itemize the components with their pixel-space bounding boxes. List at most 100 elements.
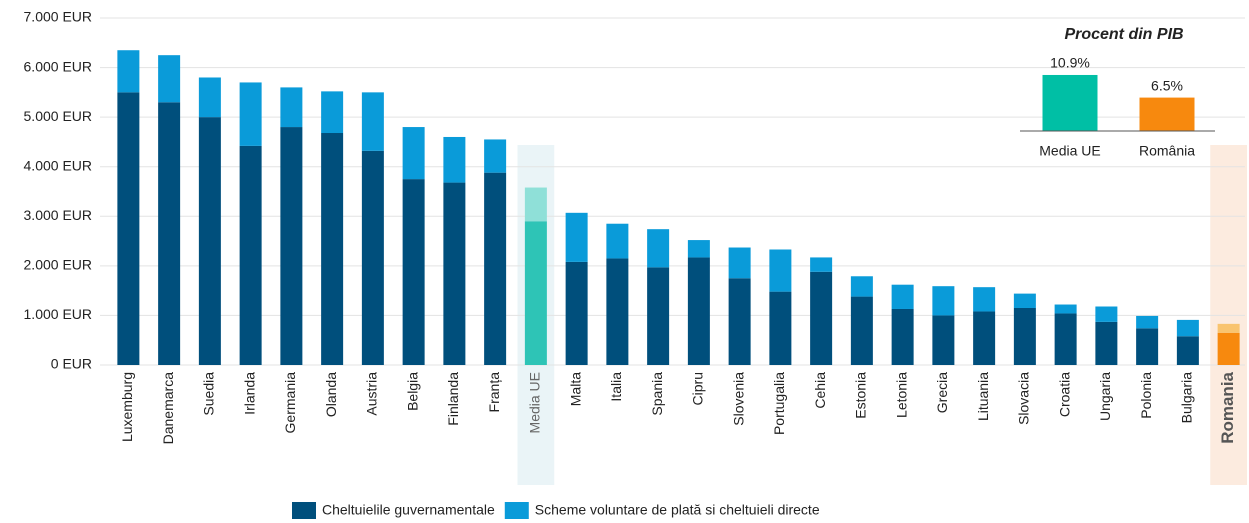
bar-segment [117, 50, 140, 93]
bar-segment [1095, 321, 1118, 365]
x-tick-label: Polonia [1138, 372, 1154, 419]
bar-segment [810, 257, 833, 272]
bar-segment [443, 182, 466, 365]
inset-bar [1042, 74, 1098, 131]
x-tick-label: Ungaria [1097, 372, 1113, 421]
y-tick-label: 1.000 EUR [24, 306, 92, 322]
bar-segment [850, 296, 873, 365]
bar-segment [402, 179, 425, 365]
bar-segment [891, 284, 914, 309]
x-tick-label: Croatia [1056, 372, 1072, 417]
bar-segment [158, 102, 181, 366]
x-tick-label: Romania [1218, 371, 1237, 443]
x-tick-label: Grecia [934, 372, 950, 413]
bar-segment [973, 287, 996, 312]
x-tick-label: Cipru [690, 372, 706, 405]
inset-category-label: Media UE [1039, 143, 1100, 159]
legend-label: Cheltuielile guvernamentale [322, 502, 495, 518]
x-tick-label: Danemarca [160, 372, 176, 445]
bar-segment [1217, 332, 1240, 365]
bar-segment [1136, 315, 1159, 329]
x-tick-label: Malta [567, 372, 583, 406]
bar-segment [932, 286, 955, 316]
x-tick-label: Finlanda [445, 372, 461, 426]
x-tick-label: Germania [282, 372, 298, 434]
legend-label: Scheme voluntare de plată si cheltuieli … [535, 502, 820, 518]
bar-segment [728, 278, 751, 365]
y-tick-label: 6.000 EUR [24, 58, 92, 74]
inset-value-label: 6.5% [1151, 77, 1183, 93]
bar-segment [361, 92, 384, 151]
bar-segment [484, 139, 507, 173]
bar-segment [321, 133, 344, 365]
bar-segment [1054, 304, 1077, 314]
bar-segment [1217, 323, 1240, 333]
y-tick-label: 0 EUR [51, 356, 92, 372]
bar-segment [1095, 306, 1118, 322]
bar-segment [1013, 293, 1036, 308]
bar-segment [606, 223, 629, 259]
bar-segment [484, 172, 507, 365]
y-tick-label: 7.000 EUR [24, 9, 92, 25]
bar-segment [198, 117, 221, 366]
y-tick-label: 4.000 EUR [24, 157, 92, 173]
inset-title: Procent din PIB [1064, 26, 1183, 43]
bar-segment [565, 261, 588, 365]
x-tick-label: Olanda [323, 372, 339, 417]
x-tick-label: Cehia [812, 372, 828, 409]
bar-segment [932, 315, 955, 365]
bar-segment [1136, 328, 1159, 365]
inset-value-label: 10.9% [1050, 55, 1090, 71]
x-tick-label: Estonia [853, 372, 869, 419]
bar-segment [524, 221, 547, 365]
bar-segment [810, 271, 833, 365]
bar-segment [687, 240, 710, 258]
bar-segment [769, 249, 792, 292]
bar-segment [647, 267, 670, 365]
bar-segment [1054, 313, 1077, 365]
x-tick-label: Irlanda [241, 372, 257, 415]
bar-segment [1176, 319, 1199, 337]
x-tick-label: Slovacia [1016, 372, 1032, 425]
bar-segment [973, 311, 996, 365]
bar-segment [687, 257, 710, 365]
x-tick-label: Bulgaria [1179, 372, 1195, 424]
bar-segment [321, 91, 344, 134]
bar-segment [565, 212, 588, 262]
x-tick-label: Media UE [527, 372, 543, 433]
inset-bar [1139, 97, 1195, 131]
bar-segment [198, 77, 221, 118]
bar-segment [891, 308, 914, 365]
x-tick-label: Belgia [404, 372, 420, 411]
bar-segment [402, 127, 425, 180]
bar-segment [606, 258, 629, 365]
x-tick-label: Franța [486, 372, 502, 413]
bar-segment [443, 136, 466, 183]
y-tick-label: 5.000 EUR [24, 108, 92, 124]
y-tick-label: 3.000 EUR [24, 207, 92, 223]
legend-swatch [504, 502, 529, 519]
bar-segment [850, 276, 873, 297]
bar-segment [728, 247, 751, 279]
bar-segment [524, 187, 547, 222]
x-tick-label: Lituania [975, 372, 991, 421]
bar-segment [117, 92, 140, 365]
bar-segment [361, 150, 384, 365]
bar-segment [769, 291, 792, 365]
bar-segment [158, 55, 181, 103]
bar-segment [1176, 336, 1199, 365]
bar-segment [280, 87, 303, 128]
bar-segment [647, 229, 670, 268]
bar-segment [1013, 307, 1036, 365]
bar-segment [239, 82, 262, 146]
legend-swatch [292, 502, 316, 519]
bar-segment [239, 145, 262, 365]
x-tick-label: Luxemburg [119, 372, 135, 442]
x-tick-label: Letonia [893, 372, 909, 418]
x-tick-label: Slovenia [730, 372, 746, 426]
y-tick-label: 2.000 EUR [24, 257, 92, 273]
inset-category-label: România [1139, 143, 1195, 159]
x-tick-label: Suedia [201, 372, 217, 416]
x-tick-label: Italia [608, 372, 624, 402]
